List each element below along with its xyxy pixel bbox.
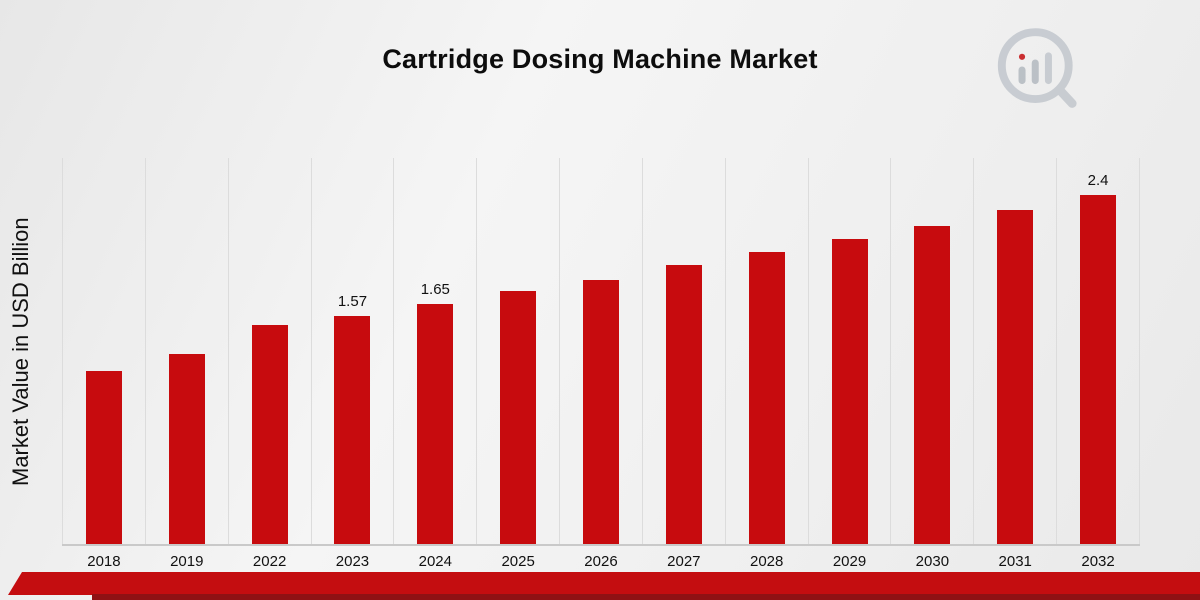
bar-column-2029: 2029 — [807, 158, 891, 570]
x-tick-2032: 2032 — [1081, 553, 1115, 570]
x-tick-2026: 2026 — [584, 553, 618, 570]
data-label-2032: 2.4 — [1087, 172, 1109, 189]
bar-2019 — [168, 354, 205, 544]
x-tick-2029: 2029 — [832, 553, 867, 570]
x-tick-2031: 2031 — [998, 553, 1032, 570]
bar-column-2026: 2026 — [559, 158, 642, 570]
bar-column-2027: 2027 — [641, 158, 725, 570]
bar-column-2032: 2.4 2032 — [1056, 158, 1140, 570]
x-tick-2028: 2028 — [749, 553, 784, 570]
bar-2031 — [997, 210, 1034, 544]
bar-column-2031: 2031 — [973, 158, 1056, 570]
magnifier-bar-chart-logo — [997, 28, 1077, 108]
x-tick-2024: 2024 — [418, 553, 452, 570]
bar-2023 — [334, 316, 371, 544]
x-tick-2030: 2030 — [915, 553, 950, 570]
plot-area: 2018 2019 2022 1.57 2023 1.65 2024 2025 2026 2027… — [62, 158, 1140, 570]
bottom-ribbon-shadow — [92, 594, 1200, 600]
x-tick-2027: 2027 — [667, 553, 701, 570]
y-axis-label: Market Value in USD Billion — [8, 217, 33, 487]
bar-column-2024: 1.65 2024 — [393, 158, 476, 570]
bottom-ribbon — [8, 572, 1200, 595]
x-tick-2023: 2023 — [335, 553, 370, 570]
bar-2022 — [251, 325, 288, 544]
bar-column-2028: 2028 — [724, 158, 808, 570]
chart-title: Cartridge Dosing Machine Market — [382, 44, 818, 74]
x-tick-2018: 2018 — [87, 553, 121, 570]
bar-column-2019: 2019 — [144, 158, 228, 570]
bar-2024 — [417, 304, 454, 544]
x-tick-2022: 2022 — [252, 553, 287, 570]
bar-column-2023: 1.57 2023 — [310, 158, 394, 570]
bar-2026 — [582, 280, 619, 544]
bar-2030 — [914, 226, 951, 544]
bar-column-2025: 2025 — [476, 158, 559, 570]
bar-column-2018: 2018 — [62, 158, 145, 570]
x-tick-2025: 2025 — [501, 553, 535, 570]
bar-2029 — [831, 239, 868, 544]
bar-2032 — [1080, 195, 1117, 544]
bar-2028 — [748, 252, 785, 544]
x-tick-2019: 2019 — [170, 553, 204, 570]
bar-2018 — [85, 371, 122, 544]
bar-column-2030: 2030 — [890, 158, 973, 570]
data-label-2023: 1.57 — [337, 293, 368, 310]
bar-2027 — [665, 265, 702, 544]
bar-column-2022: 2022 — [227, 158, 311, 570]
bar-2025 — [500, 291, 537, 544]
data-label-2024: 1.65 — [420, 281, 450, 298]
